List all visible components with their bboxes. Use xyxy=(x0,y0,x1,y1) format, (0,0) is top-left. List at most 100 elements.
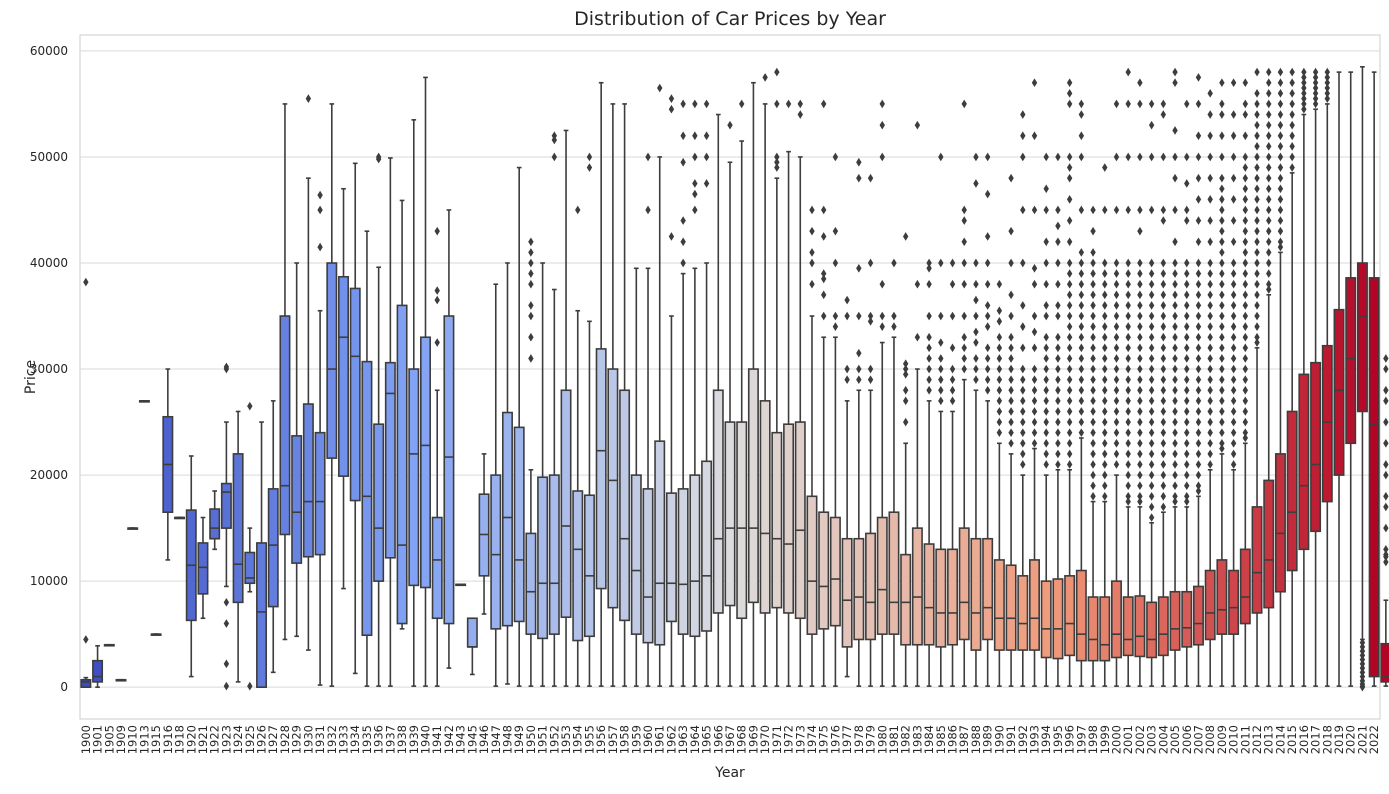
outlier-point xyxy=(1090,460,1096,469)
outlier-point xyxy=(1055,343,1061,353)
x-tick-label: 2003 xyxy=(1145,725,1159,754)
outlier-point xyxy=(1195,311,1202,321)
outlier-point xyxy=(1230,417,1237,427)
outlier-point xyxy=(867,258,874,268)
outlier-point xyxy=(692,131,698,141)
outlier-point xyxy=(1078,99,1085,109)
outlier-point xyxy=(1324,94,1330,103)
outlier-point xyxy=(1324,73,1330,82)
outlier-point xyxy=(961,237,967,247)
outlier-point xyxy=(1254,258,1260,268)
outlier-point xyxy=(1148,491,1155,501)
box-body xyxy=(841,537,853,648)
outlier-point xyxy=(1113,152,1120,162)
outlier-point xyxy=(1184,491,1190,501)
outlier-point xyxy=(926,279,932,289)
outlier-point xyxy=(1137,407,1143,416)
outlier-point xyxy=(1160,438,1167,448)
outlier-point xyxy=(1184,322,1190,331)
x-tick-label: 1920 xyxy=(184,725,198,754)
outlier-point xyxy=(1301,73,1307,82)
outlier-point xyxy=(1219,279,1225,289)
outlier-point xyxy=(1148,417,1155,427)
outlier-point xyxy=(1266,142,1272,151)
outlier-point xyxy=(1031,428,1038,437)
outlier-point xyxy=(973,354,979,363)
x-tick-label: 1936 xyxy=(372,725,386,754)
outlier-point xyxy=(1266,152,1272,162)
box-1976 xyxy=(829,152,841,687)
box-1928 xyxy=(279,103,291,641)
outlier-point xyxy=(1113,428,1120,437)
box-1946 xyxy=(478,453,490,615)
box-1938 xyxy=(396,199,408,630)
x-tick-label: 1955 xyxy=(582,725,596,754)
outlier-point xyxy=(1113,396,1120,406)
outlier-point xyxy=(1102,301,1108,310)
outlier-point xyxy=(1277,163,1284,172)
outlier-point xyxy=(1207,279,1213,289)
box-1931 xyxy=(314,190,326,686)
outlier-point xyxy=(984,152,991,162)
outlier-point xyxy=(1066,258,1073,268)
box-body xyxy=(888,511,900,635)
x-tick-label: 1971 xyxy=(770,725,784,754)
outlier-point xyxy=(528,258,534,268)
x-tick-label: 1933 xyxy=(337,725,351,754)
box-1968 xyxy=(736,99,748,687)
outlier-point xyxy=(1266,279,1272,289)
box-1951 xyxy=(537,262,549,687)
outlier-point xyxy=(1195,290,1202,300)
outlier-point xyxy=(1090,332,1096,342)
outlier-point xyxy=(1125,460,1131,469)
box-1970 xyxy=(759,73,771,687)
box-1909 xyxy=(115,678,127,682)
outlier-point xyxy=(1172,354,1178,363)
box-body xyxy=(1040,580,1052,659)
outlier-point xyxy=(1066,237,1073,247)
outlier-point xyxy=(1383,545,1389,554)
x-tick-label: 1975 xyxy=(817,725,831,754)
outlier-point xyxy=(586,163,593,172)
outlier-point xyxy=(1230,343,1237,353)
outlier-point xyxy=(1219,269,1225,278)
outlier-point xyxy=(1184,481,1190,491)
x-tick-label: 1923 xyxy=(219,725,233,754)
box-1964 xyxy=(689,99,701,687)
outlier-point xyxy=(1043,460,1049,469)
outlier-point xyxy=(1113,343,1120,353)
outlier-point xyxy=(1195,449,1202,459)
x-tick-label: 2005 xyxy=(1168,725,1182,754)
x-tick-label: 1986 xyxy=(946,725,960,754)
outlier-point xyxy=(1207,364,1213,374)
outlier-point xyxy=(996,428,1003,437)
outlier-point xyxy=(1254,226,1260,236)
outlier-point xyxy=(1277,242,1284,252)
outlier-point xyxy=(1383,364,1389,374)
outlier-point xyxy=(1242,279,1249,289)
outlier-point xyxy=(680,99,686,109)
outlier-point xyxy=(1324,78,1330,88)
outlier-point xyxy=(1277,195,1284,204)
x-tick-label: 1950 xyxy=(524,725,538,754)
outlier-point xyxy=(1031,375,1038,384)
outlier-point xyxy=(1043,364,1049,374)
box-body xyxy=(689,474,701,638)
x-tick-label: 1929 xyxy=(290,725,304,754)
outlier-point xyxy=(1008,354,1014,363)
outlier-point xyxy=(1148,343,1155,353)
box-1936 xyxy=(373,152,385,687)
outlier-point xyxy=(1277,78,1284,88)
outlier-point xyxy=(1031,78,1038,88)
box-1932 xyxy=(326,103,338,687)
outlier-point xyxy=(1055,332,1061,342)
outlier-point xyxy=(973,179,979,188)
box-body xyxy=(607,368,619,609)
outlier-point xyxy=(1125,396,1131,406)
box-body xyxy=(1356,262,1368,413)
outlier-point xyxy=(926,343,932,353)
outlier-point xyxy=(1383,491,1389,501)
box-1940 xyxy=(420,76,431,687)
outlier-point xyxy=(1078,152,1085,162)
outlier-point xyxy=(1160,481,1167,491)
